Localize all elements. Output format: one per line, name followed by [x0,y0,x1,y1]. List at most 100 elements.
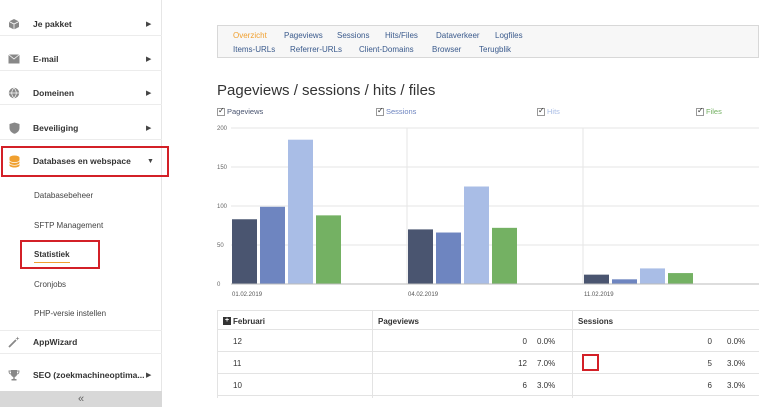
checkbox-sessions[interactable] [376,106,384,116]
cell-pageviews: 0 [522,336,527,346]
cell-sessions: 6 [707,380,712,390]
sidebar-subitem-databasebeheer[interactable]: Databasebeheer [34,191,94,200]
cell-pageviews: 6 [522,380,527,390]
legend-label: Pageviews [227,107,264,116]
legend-files[interactable]: Files [696,106,722,116]
sidebar-item-label: E-mail [33,53,59,64]
sidebar-item-label: Beveiliging [33,122,79,133]
bar-files [492,227,517,284]
legend-hits[interactable]: Hits [537,106,560,116]
legend-label: Sessions [386,107,417,116]
table-header-pageviews: Pageviews [378,316,419,326]
checkbox-files[interactable] [696,106,704,116]
bar-sessions [260,206,285,284]
legend-label: Hits [547,107,560,116]
tab-overzicht[interactable]: Overzicht [233,31,267,40]
bar-hits [288,139,313,284]
chevron-right-icon: ▶ [146,372,152,379]
highlight-box-sessions-cell [582,354,599,371]
table-row: 10 6 3.0% 6 3.0% [217,374,759,396]
table-header-row: + Februari Pageviews Sessions [217,310,759,330]
bar-files [668,273,693,284]
database-icon [8,155,20,167]
bar-hits [464,186,489,284]
cell-sessions-pct: 3.0% [727,380,746,390]
chevron-right-icon: ▶ [146,89,152,97]
checkbox-hits[interactable] [537,106,545,116]
sidebar-subitem-php-versie[interactable]: PHP-versie instellen [34,309,107,318]
table-header-sessions: Sessions [578,316,614,326]
chevron-right-icon: ▶ [146,55,152,63]
sidebar-item-label: SEO (zoekmachineoptima... [33,370,145,380]
header-label: Februari [233,316,266,326]
table-divider [572,310,573,398]
package-icon [8,18,20,30]
tab-dataverkeer[interactable]: Dataverkeer [436,31,480,40]
chevron-right-icon: ▶ [146,20,152,28]
trophy-icon [8,369,20,381]
sidebar-subitem-statistiek[interactable]: Statistiek [34,250,70,259]
bar-sessions [612,279,637,284]
y-tick-label: 150 [217,165,228,171]
globe-icon [8,87,20,99]
cell-sessions-pct: 3.0% [727,358,746,368]
cell-pageviews-pct: 0.0% [537,336,556,346]
bar-files [316,215,341,284]
table-divider [372,310,373,398]
tab-browser[interactable]: Browser [432,45,462,54]
sidebar-item-appwizard[interactable]: AppWizard [0,330,162,354]
bar-pageviews [408,229,433,284]
table-row: 11 12 7.0% 5 3.0% [217,352,759,374]
legend-sessions[interactable]: Sessions [376,106,417,116]
tab-sessions[interactable]: Sessions [337,31,370,40]
page-title: Pageviews / sessions / hits / files [217,82,436,99]
bar-hits [640,268,665,284]
legend-label: Files [706,107,722,116]
sidebar-item-label: Je pakket [33,18,72,29]
tab-pageviews[interactable]: Pageviews [284,31,323,40]
sidebar-item-je-pakket[interactable]: Je pakket ▶ [0,12,162,36]
bar-pageviews [584,274,609,284]
double-chevron-left-icon: « [77,393,85,405]
sidebar-item-label: Databases en webspace [33,156,131,166]
sidebar-item-label: AppWizard [33,337,78,347]
active-underline [34,262,70,263]
cell-sessions: 5 [707,358,712,368]
tab-items-urls[interactable]: Items-URLs [233,45,276,54]
tab-client-domains[interactable]: Client-Domains [359,45,414,54]
sidebar-subitem-sftp-management[interactable]: SFTP Management [34,221,104,230]
collapse-sidebar-button[interactable]: « [0,391,162,407]
cell-day: 11 [233,358,242,368]
expand-plus-icon[interactable]: + [223,317,231,325]
wand-icon [8,336,20,348]
table-border [217,310,218,398]
sidebar: Je pakket ▶ E-mail ▶ Domeinen ▶ Beveilig… [0,0,169,407]
tab-logfiles[interactable]: Logfiles [495,31,523,40]
table-header-month[interactable]: + Februari [223,311,265,331]
tab-hits-files[interactable]: Hits/Files [385,31,418,40]
sidebar-item-beveiliging[interactable]: Beveiliging ▶ [0,116,162,140]
y-tick-label: 0 [217,282,221,288]
x-tick-label: 01.02.2019 [232,292,263,298]
y-tick-label: 200 [217,126,228,132]
sidebar-item-label: Domeinen [33,87,75,98]
chevron-down-icon: ▼ [147,157,154,165]
cell-sessions-pct: 0.0% [727,336,746,346]
sidebar-item-seo[interactable]: SEO (zoekmachineoptima... ▶ [0,363,162,387]
sidebar-item-domeinen[interactable]: Domeinen ▶ [0,81,162,105]
checkbox-pageviews[interactable] [217,106,225,116]
highlight-box-databases [1,146,169,177]
x-tick-label: 04.02.2019 [408,292,439,298]
bar-chart: 0 50 100 150 200 01.02.2019 04.02.2019 11.02.20… [217,126,759,298]
cell-pageviews: 12 [518,358,527,368]
statistics-tabs: Overzicht Pageviews Sessions Hits/Files … [217,25,759,58]
sidebar-item-e-mail[interactable]: E-mail ▶ [0,47,162,71]
sidebar-subitem-cronjobs[interactable]: Cronjobs [34,280,67,289]
legend-pageviews[interactable]: Pageviews [217,106,264,116]
sidebar-item-databases-en-webspace[interactable]: Databases en webspace ▼ [0,149,162,173]
cell-day: 10 [233,380,242,390]
table-row: 12 0 0.0% 0 0.0% [217,330,759,352]
tab-terugblik[interactable]: Terugblik [479,45,512,54]
tab-referrer-urls[interactable]: Referrer-URLs [290,45,343,54]
bar-pageviews [232,219,257,284]
